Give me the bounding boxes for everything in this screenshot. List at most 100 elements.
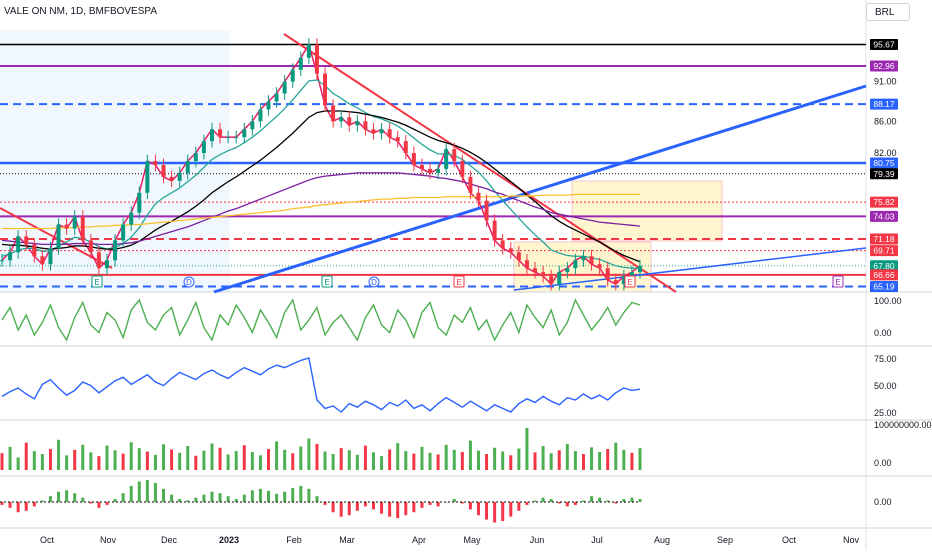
volume-bar (315, 443, 319, 470)
volume-bar (557, 450, 561, 470)
candle-body (282, 81, 287, 94)
candle-body (96, 252, 101, 269)
x-axis-label: Dec (161, 535, 178, 545)
price-tag-label-2: 88.17 (873, 99, 895, 109)
x-axis-label: May (463, 535, 481, 545)
candle-body (32, 244, 37, 257)
volume-bar (541, 446, 545, 470)
candle-body (557, 272, 562, 285)
volume-bar (307, 438, 311, 470)
price-tag-label-11: 65.19 (873, 282, 895, 292)
price-tag-label-8: 69.71 (873, 246, 895, 256)
momentum-bar (291, 487, 295, 502)
momentum-bar (145, 480, 149, 502)
momentum-bar (48, 496, 52, 502)
currency-selector[interactable]: BRL (866, 3, 910, 21)
volume-bar (153, 454, 157, 470)
pane-axis-tick: 50.00 (874, 381, 897, 391)
momentum-bar (315, 496, 319, 502)
candle-body (323, 73, 328, 106)
momentum-bar (590, 496, 594, 502)
momentum-bar (170, 494, 174, 502)
candle-body (387, 129, 392, 138)
price-series-line-3 (1, 172, 641, 246)
symbol-title: VALE ON NM, 1D, BMFBOVESPA (4, 6, 157, 17)
volume-bar (412, 453, 416, 470)
momentum-bar (404, 502, 408, 516)
candle-body (395, 137, 400, 142)
volume-bar (0, 453, 4, 470)
candle-body (129, 212, 134, 225)
pane-axis-tick: 75.00 (874, 354, 897, 364)
candle-body (161, 164, 166, 177)
price-tag-9 (870, 260, 898, 272)
volume-bar (573, 451, 577, 470)
momentum-bar (8, 502, 12, 508)
momentum-bar (178, 499, 182, 502)
price-tag-label-6: 74.03 (873, 211, 895, 221)
momentum-bar (622, 499, 626, 502)
candle-body (201, 141, 206, 154)
momentum-bar (186, 500, 190, 502)
momentum-bar (242, 494, 246, 502)
candle-body (565, 268, 570, 273)
momentum-bar (533, 500, 537, 502)
momentum-bar (89, 502, 93, 504)
volume-bar (396, 443, 400, 470)
x-axis-label: Feb (286, 535, 302, 545)
momentum-bar (420, 502, 424, 508)
volume-bar (40, 454, 44, 470)
momentum-bar (444, 502, 448, 503)
volume-bar (32, 451, 36, 470)
price-tag-label-4: 79.39 (873, 169, 895, 179)
candle-body (121, 224, 126, 241)
price-tag-label-7: 71.18 (873, 234, 895, 244)
candle-body (242, 129, 247, 138)
price-series-line-4 (2, 193, 640, 230)
price-tag-label-3: 80.75 (873, 158, 895, 168)
price-tag-label-9: 67.80 (873, 261, 895, 271)
volume-bar (283, 449, 287, 470)
momentum-bar (412, 502, 416, 513)
volume-bar (145, 451, 149, 470)
volume-bar (590, 447, 594, 470)
volume-bar (380, 456, 384, 470)
volume-bar (428, 452, 432, 470)
volume-bar (194, 455, 198, 470)
oscillator-2-line (1, 357, 641, 413)
candle-body (193, 153, 198, 161)
candle-body (428, 168, 433, 173)
candle-body (0, 260, 4, 262)
candle-body (64, 224, 69, 229)
volume-bar (97, 456, 101, 470)
volume-bar (565, 443, 569, 470)
volume-bar (493, 447, 497, 470)
volume-bar (258, 455, 262, 470)
event-marker-label: E (835, 278, 840, 287)
volume-bar (581, 454, 585, 470)
momentum-bar (81, 497, 85, 502)
momentum-bar (573, 502, 577, 505)
volume-bar (420, 446, 424, 470)
volume-bar (404, 451, 408, 470)
pane-axis-tick: 25.00 (874, 408, 897, 418)
candle-body (145, 161, 150, 193)
x-axis-label: 2023 (219, 535, 239, 545)
momentum-bar (299, 485, 303, 502)
momentum-bar (153, 482, 157, 502)
earnings-marker (91, 275, 103, 288)
candle-body (411, 153, 416, 165)
momentum-bar (105, 502, 109, 505)
earnings-marker (321, 275, 333, 288)
momentum-bar (476, 502, 480, 516)
volume-bar (89, 452, 93, 470)
rising-trendline (213, 84, 867, 294)
candle-body (218, 129, 223, 138)
candle-body (266, 101, 271, 110)
volume-bar (65, 455, 69, 470)
momentum-bar (614, 502, 618, 504)
volume-bar (606, 449, 610, 470)
candle-body (468, 176, 473, 193)
